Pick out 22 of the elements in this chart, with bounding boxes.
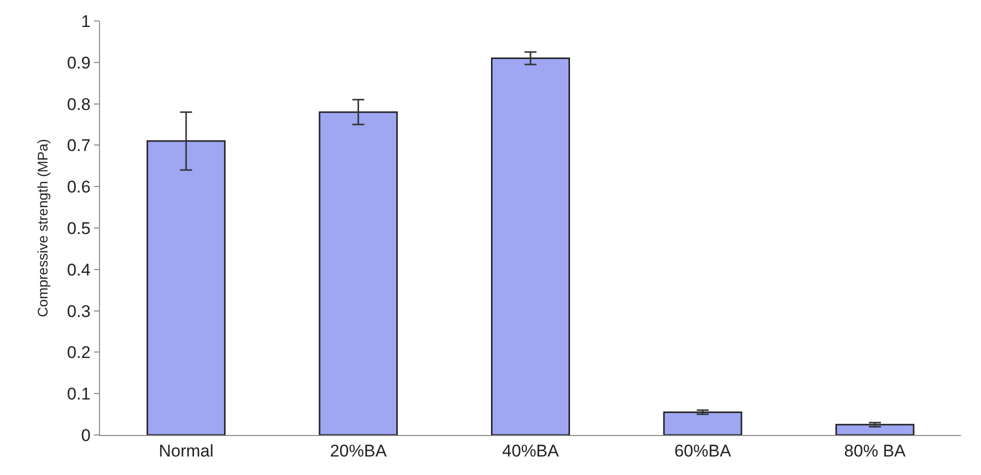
y-tick-label: 1 [81,12,91,31]
y-tick-label: 0.7 [66,136,91,156]
y-tick-label: 0.1 [66,384,91,404]
bar [146,140,226,435]
x-tick-label: 60%BA [674,441,732,460]
x-tick-label: 20%BA [330,441,388,460]
y-tick-label: 0.4 [66,260,91,280]
bar [663,411,742,435]
bar [491,58,570,435]
x-tick-label: 80% BA [844,441,906,460]
x-tick-label: 40%BA [502,441,560,460]
bar [835,424,914,435]
x-tick-label: Normal [158,441,214,460]
y-axis-title: Compressive strength (MPa) [34,138,51,318]
y-tick-label: 0.5 [66,218,91,238]
y-tick-label: 0.2 [66,343,91,362]
bar [318,111,398,435]
y-tick-label: 0.3 [66,302,91,321]
y-tick-label: 0.6 [66,178,91,197]
y-tick-label: 0.8 [66,94,91,114]
y-tick-label: 0 [81,426,91,445]
y-tick-label: 0.9 [66,53,91,72]
